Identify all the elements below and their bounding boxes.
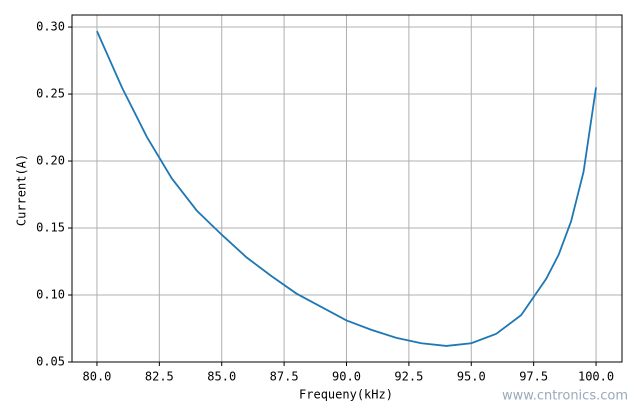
y-axis-label: Current(A) xyxy=(15,154,29,226)
x-tick-label: 92.5 xyxy=(394,370,423,384)
watermark: www.cntronics.com xyxy=(502,389,628,404)
x-tick-label: 100.0 xyxy=(578,370,614,384)
y-tick-label: 0.30 xyxy=(36,20,65,34)
data-line xyxy=(96,30,597,347)
x-tick-label: 97.5 xyxy=(519,370,548,384)
x-tick-label: 87.5 xyxy=(270,370,299,384)
plot-frame xyxy=(71,14,623,363)
x-tick-label: 85.0 xyxy=(207,370,236,384)
x-tick-label: 95.0 xyxy=(457,370,486,384)
x-axis-label: Frequeny(kHz) xyxy=(299,388,393,402)
x-tick-label: 82.5 xyxy=(145,370,174,384)
x-tick-label: 90.0 xyxy=(332,370,361,384)
y-tick-label: 0.10 xyxy=(36,288,65,302)
x-tick-label: 80.0 xyxy=(83,370,112,384)
y-tick-label: 0.15 xyxy=(36,221,65,235)
y-tick-label: 0.20 xyxy=(36,154,65,168)
y-tick-label: 0.25 xyxy=(36,87,65,101)
y-tick-label: 0.05 xyxy=(36,355,65,369)
